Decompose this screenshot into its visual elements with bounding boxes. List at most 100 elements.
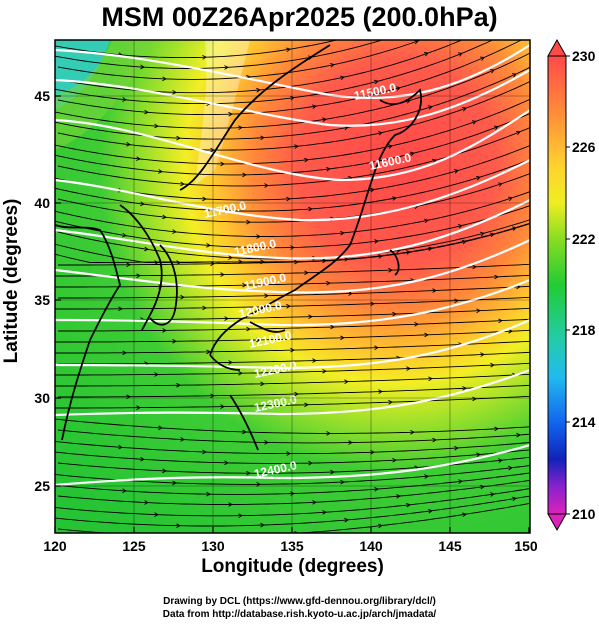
streamline-arrowhead [242,429,247,435]
streamline-arrowhead [144,246,149,252]
streamline-arrowhead [210,147,215,153]
streamline-arrowhead [424,332,429,338]
streamline [58,223,530,266]
streamline-arrowhead [378,254,383,259]
map-title: MSM 00Z26Apr2025 (200.0hPa) [101,2,498,32]
streamline [57,127,530,187]
streamline-arrowhead [256,337,261,343]
streamline-arrowhead [290,245,295,250]
x-tick-label: 135 [280,538,304,554]
streamline-arrowhead [172,90,177,95]
streamline-arrowhead [154,512,159,517]
streamline-arrowhead [508,196,513,202]
streamline-arrowhead [312,104,317,109]
streamline-arrowhead [490,362,495,368]
streamline-arrowhead [246,470,251,476]
streamline-arrowhead [494,426,499,432]
streamline-arrowhead [498,318,503,324]
streamline-arrowhead [224,316,229,321]
streamline-arrowhead [162,214,167,220]
streamline-arrowhead [304,157,309,163]
streamline-arrowhead [286,47,291,52]
streamline-arrowhead [158,425,163,431]
streamline-arrowhead [122,232,127,238]
streamline [55,98,530,165]
streamline-arrowhead [202,196,207,202]
streamline-arrowhead [118,306,123,312]
streamline-arrowhead [428,105,433,110]
streamline [55,112,530,176]
streamline-arrowhead [388,267,393,273]
streamline-arrowhead [340,479,345,485]
streamline [57,456,530,474]
streamline-arrowhead [162,328,167,333]
streamline-arrowhead [144,500,149,505]
streamline-arrowhead [294,530,299,533]
streamline-arrowhead [140,456,145,462]
streamline-arrowhead [224,460,229,466]
streamline-arrowhead [322,510,327,515]
streamline-arrowhead [326,431,331,436]
streamline-arrowhead [264,183,269,188]
streamline [55,329,530,343]
streamline-arrowhead [126,262,131,268]
streamline-arrowhead [409,151,415,157]
streamline-arrowhead [373,79,379,85]
streamline-arrowhead [294,259,299,265]
streamline-arrowhead [479,56,485,61]
streamline-arrowhead [378,131,383,136]
streamline-arrowhead [122,97,127,102]
streamline-arrowhead [348,291,353,296]
streamline-arrowhead [162,468,167,474]
streamline-arrowhead [472,396,477,402]
streamline-arrowhead [264,440,269,445]
streamline-arrowhead [154,372,159,377]
x-tick-label: 120 [43,538,67,554]
streamline [55,40,464,94]
streamline-arrowhead [410,429,415,435]
streamline-arrowhead [406,366,411,371]
streamline-arrowhead [340,230,345,236]
colorbar-tick: 218 [572,322,596,338]
streamline-arrowhead [424,218,429,224]
streamline-arrowhead [180,294,185,300]
streamline [57,479,530,505]
streamline-arrowhead [406,502,411,508]
streamline-arrowhead [414,321,419,327]
streamline-arrowhead [154,123,159,129]
streamline-arrowhead [396,86,401,91]
streamline-arrowhead [476,452,481,457]
streamline [55,296,530,310]
streamline-arrowhead [392,457,397,463]
streamline-arrowhead [476,308,481,314]
streamline-arrowhead [494,274,499,280]
streamline-arrowhead [202,54,207,60]
streamline-arrowhead [489,69,495,74]
streamline-arrowhead [340,335,345,341]
streamline-arrowhead [210,261,215,267]
streamline-arrowhead [432,288,437,293]
streamline-arrowhead [322,117,327,122]
y-tick-label: 35 [34,292,50,308]
streamline [58,351,530,365]
streamline-arrowhead [176,382,181,388]
streamline [55,362,530,376]
streamline-arrowhead [480,484,485,490]
streamline-arrowhead [498,182,503,187]
x-tick-label: 140 [359,538,383,554]
streamline-arrowhead [511,73,517,78]
streamline-arrowhead [388,399,393,405]
streamline-arrowhead [260,381,265,387]
y-tick-label: 30 [34,390,50,406]
streamline-arrowhead [493,125,499,130]
streamline-arrowhead [312,358,317,363]
streamline-arrowhead [424,474,429,479]
streamline [55,274,530,288]
streamline-arrowhead [136,405,141,410]
streamline-arrowhead [308,206,313,212]
streamline-arrowhead [126,142,131,147]
streamline-arrowhead [370,29,374,33]
streamline-arrowhead [220,404,225,409]
streamline-arrowhead [180,181,185,187]
